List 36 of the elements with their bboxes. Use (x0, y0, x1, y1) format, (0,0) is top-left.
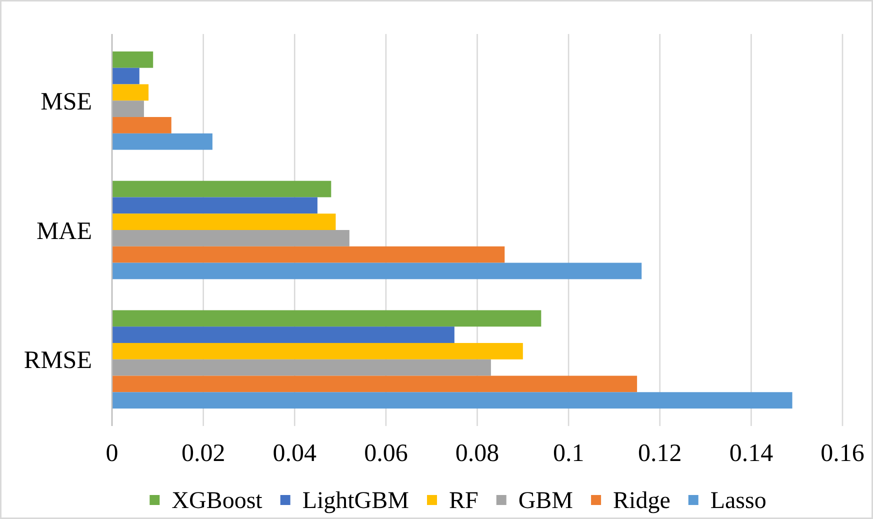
bar (112, 326, 454, 343)
legend-label: Ridge (613, 488, 670, 514)
legend-label: Lasso (710, 488, 766, 514)
bar (112, 51, 154, 68)
y-tick-label: MAE (36, 218, 92, 245)
legend-label: GBM (518, 488, 574, 514)
bar (112, 100, 144, 118)
x-tick-label: 0 (106, 440, 118, 467)
x-tick-label: 0.1 (552, 440, 584, 467)
bar (112, 310, 542, 327)
bar (112, 376, 638, 392)
x-tick-label: 0.06 (364, 440, 408, 467)
y-tick-label: MSE (40, 88, 92, 116)
bar (112, 117, 172, 134)
bar (112, 133, 212, 150)
x-tick-label: 0.02 (181, 440, 226, 467)
bar (112, 214, 336, 230)
legend-label: RF (449, 488, 478, 514)
x-tick-label: 0.16 (820, 440, 864, 467)
x-tick-label: 0.14 (729, 440, 774, 467)
bar (112, 230, 350, 246)
bar (112, 68, 140, 84)
y-tick-label: RMSE (24, 347, 92, 374)
bar (112, 342, 523, 360)
x-tick-label: 0.12 (638, 440, 682, 467)
bar (112, 262, 642, 280)
legend-label: XGBoost (172, 488, 263, 514)
bar (112, 392, 792, 409)
x-tick-label: 0.08 (455, 440, 500, 467)
bar (112, 180, 332, 198)
x-tick-label: 0.04 (272, 440, 317, 467)
bar (112, 197, 318, 214)
legend-label: LightGBM (302, 488, 410, 514)
bar (112, 84, 149, 101)
bar (112, 359, 491, 376)
bar (112, 246, 505, 263)
